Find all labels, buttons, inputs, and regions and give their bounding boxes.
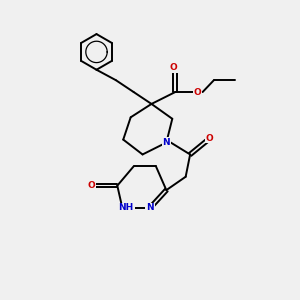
Text: N: N (146, 203, 154, 212)
Text: O: O (194, 88, 201, 97)
Text: N: N (163, 138, 170, 147)
Text: O: O (170, 63, 178, 72)
Text: O: O (206, 134, 213, 142)
Text: NH: NH (118, 203, 134, 212)
Text: O: O (87, 181, 95, 190)
